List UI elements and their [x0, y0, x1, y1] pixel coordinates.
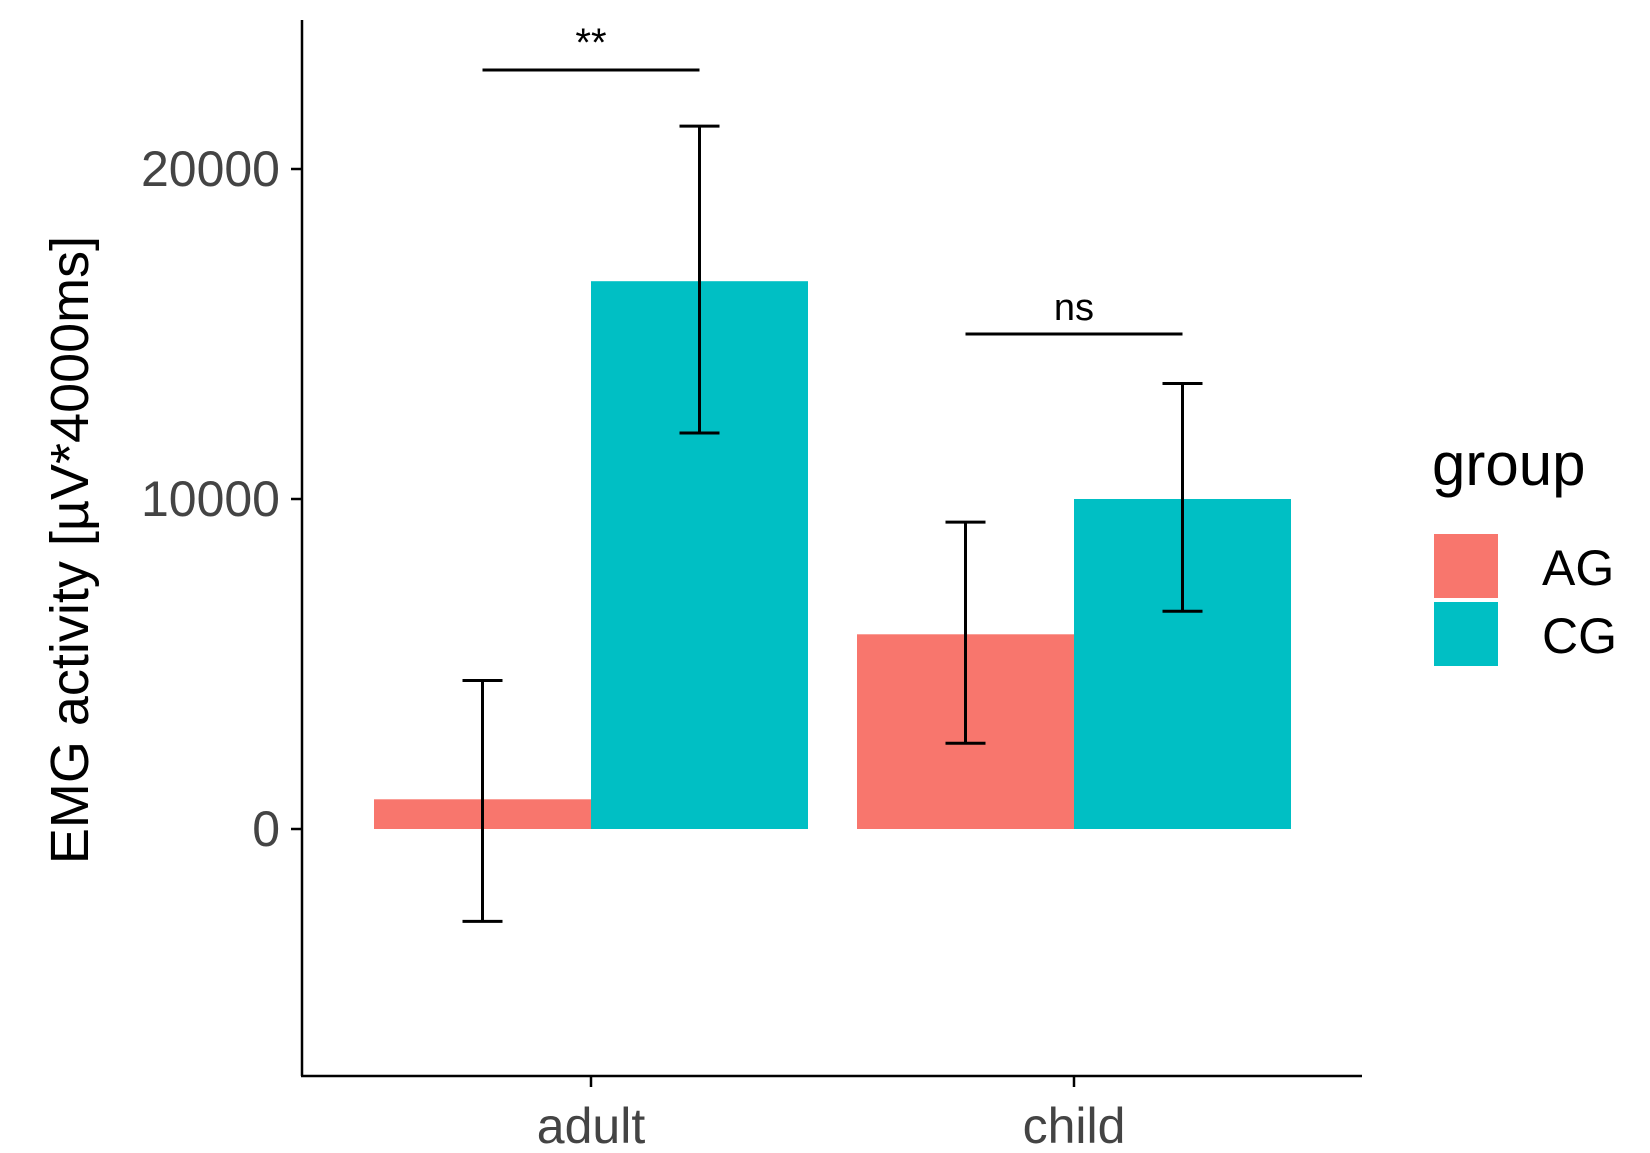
y-axis-label: EMG activity [µV*4000ms] — [40, 236, 100, 864]
x-tick-label-child: child — [1023, 1098, 1126, 1153]
legend: group AG CG — [1432, 431, 1617, 666]
error-bars-layer — [462, 124, 1203, 923]
legend-title: group — [1432, 431, 1585, 498]
legend-key-cg — [1434, 602, 1498, 666]
legend-item-ag: AG — [1434, 534, 1614, 598]
x-ticks-layer: adult child — [537, 1076, 1126, 1153]
error-bar-ag-adult — [462, 679, 503, 923]
legend-label-cg: CG — [1542, 608, 1617, 664]
significance-label-adult: ** — [575, 21, 606, 65]
significance-label-child: ns — [1054, 287, 1094, 329]
axes-layer — [300, 20, 1362, 1078]
legend-label-ag: AG — [1542, 540, 1614, 596]
bars-layer — [374, 281, 1291, 829]
significance-layer: ** ns — [482, 21, 1183, 336]
y-tick-label-20000: 20000 — [141, 141, 280, 197]
error-bar-cg-child — [1162, 382, 1203, 613]
y-tick-label-0: 0 — [252, 801, 280, 857]
error-bar-ag-child — [945, 520, 986, 745]
legend-item-cg: CG — [1434, 602, 1617, 666]
y-tick-label-10000: 10000 — [141, 471, 280, 527]
y-ticks-layer: 0 10000 20000 — [141, 141, 302, 857]
error-bar-cg-adult — [679, 124, 720, 435]
legend-key-ag — [1434, 534, 1498, 598]
x-tick-label-adult: adult — [537, 1098, 646, 1153]
